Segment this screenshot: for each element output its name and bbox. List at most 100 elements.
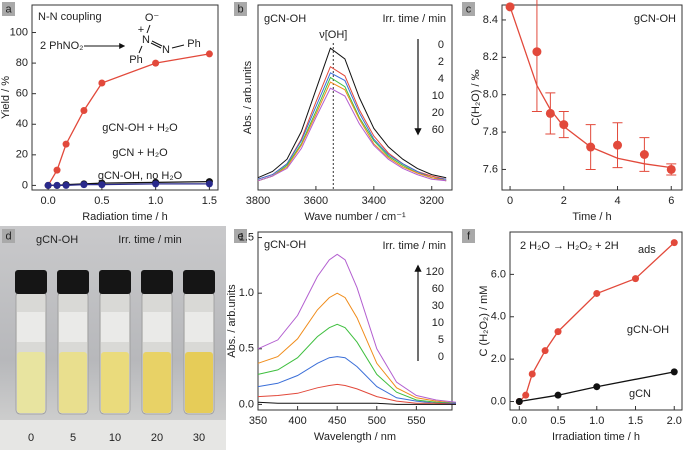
spectrum-line: [257, 47, 447, 179]
data-point: [532, 47, 542, 57]
panel-label: a: [5, 3, 12, 15]
y-axis-label: Abs. / arb.units: [226, 284, 238, 358]
data-point: [670, 239, 678, 247]
x-tick-label: 2.0: [667, 415, 682, 427]
data-point: [613, 140, 623, 150]
y-tick-label: 7.6: [483, 163, 498, 175]
spectrum-line: [257, 401, 456, 405]
spectrum-line: [257, 81, 447, 182]
plot-frame: [509, 231, 683, 411]
x-tick-label: 0.0: [512, 415, 527, 427]
spectrum-line: [257, 72, 447, 180]
y-tick-label: 20: [16, 149, 28, 161]
vial-label: [185, 312, 213, 342]
legend-entry: 120: [426, 266, 444, 278]
x-axis-label: Wave number / cm⁻¹: [304, 211, 406, 223]
data-point: [545, 108, 555, 118]
photo-caption: 10: [109, 432, 121, 444]
panel-label: f: [467, 230, 471, 242]
vial-liquid: [101, 352, 129, 413]
panel-label: c: [466, 3, 472, 15]
data-point: [205, 180, 213, 188]
spectrum-line: [257, 253, 457, 403]
legend-entry: 60: [432, 124, 444, 136]
legend-entry: 10: [432, 317, 444, 329]
y-tick-label: 80: [16, 57, 28, 69]
x-tick-label: 3200: [419, 195, 443, 207]
data-point: [632, 275, 640, 283]
chart-title: gCN-OH: [634, 13, 676, 25]
vial-label: [17, 312, 45, 342]
scheme-atom: Ph: [129, 54, 142, 66]
y-tick-label: 2.0: [491, 353, 506, 365]
data-point: [554, 391, 562, 399]
data-point: [62, 140, 70, 148]
y-tick-label: 8.2: [483, 51, 498, 63]
data-point: [205, 50, 213, 58]
y-tick-label: 40: [16, 118, 28, 130]
data-point: [666, 164, 676, 174]
plot-area: [505, 0, 677, 176]
panel-label-box: [462, 229, 475, 243]
panel-label: d: [5, 230, 11, 242]
vial-label: [59, 312, 87, 342]
plot-area: [257, 43, 447, 190]
x-axis-label: Time / h: [572, 211, 611, 223]
y-axis-label: C(H₂O) / ‰: [470, 69, 482, 125]
data-point: [53, 181, 61, 189]
plot-frame: [257, 4, 453, 191]
x-tick-label: 3400: [362, 195, 386, 207]
photo-caption: 30: [193, 432, 205, 444]
chart-title: gCN-OH: [264, 239, 306, 251]
trend-line: [519, 371, 675, 403]
data-point: [53, 166, 61, 174]
x-tick-label: 4: [614, 195, 620, 207]
series-label: gCN + H₂O: [112, 147, 168, 159]
series-label: gCN-OH + H₂O: [102, 122, 178, 134]
data-point: [44, 181, 52, 189]
data-point: [80, 181, 88, 189]
vial-cap: [15, 270, 47, 294]
panel-label-box: [462, 2, 475, 16]
data-point: [515, 398, 523, 406]
x-tick-label: 1.0: [148, 195, 163, 207]
x-tick-label: 350: [249, 415, 267, 427]
data-point: [559, 120, 569, 130]
scheme-bonds: [138, 24, 185, 54]
fit-line: [509, 6, 672, 169]
panel-label-box: [2, 2, 15, 16]
legend-title: Irr. time / min: [382, 240, 446, 252]
plot-area: [257, 253, 457, 405]
legend-entry: 20: [432, 107, 444, 119]
x-tick-label: 1.5: [202, 195, 217, 207]
panel-label: e: [237, 230, 243, 242]
photo-caption: 5: [70, 432, 76, 444]
vial-cap: [141, 270, 173, 294]
x-tick-label: 550: [407, 415, 425, 427]
y-tick-label: 1.5: [239, 231, 254, 243]
vial-liquid: [17, 352, 45, 413]
series-label: gCN-OH, no H₂O: [98, 170, 183, 182]
data-point: [593, 289, 601, 297]
spectrum-line: [257, 383, 457, 405]
spectrum-line: [257, 356, 456, 404]
x-tick-label: 3600: [304, 195, 328, 207]
x-tick-label: 6: [668, 195, 674, 207]
y-axis-label: C (H₂O₂) / mM: [478, 286, 490, 357]
vial-liquid: [143, 352, 171, 413]
photo-title: gCN-OH: [36, 234, 78, 246]
panel-label-box: [2, 229, 15, 243]
data-point: [528, 370, 536, 378]
photo-subtitle: Irr. time / min: [118, 234, 182, 246]
x-axis-label: Wavelength / nm: [314, 431, 396, 443]
data-point: [541, 347, 549, 355]
y-tick-label: 6.0: [491, 268, 506, 280]
y-axis-label: Yield / %: [0, 76, 12, 119]
panel-label: b: [237, 3, 243, 15]
data-point: [62, 181, 70, 189]
y-tick-label: 8.4: [483, 14, 498, 26]
scheme-atom: N: [162, 44, 170, 56]
y-tick-label: 0: [22, 179, 28, 191]
plot-area: [44, 50, 213, 189]
spectrum-line: [257, 323, 457, 404]
